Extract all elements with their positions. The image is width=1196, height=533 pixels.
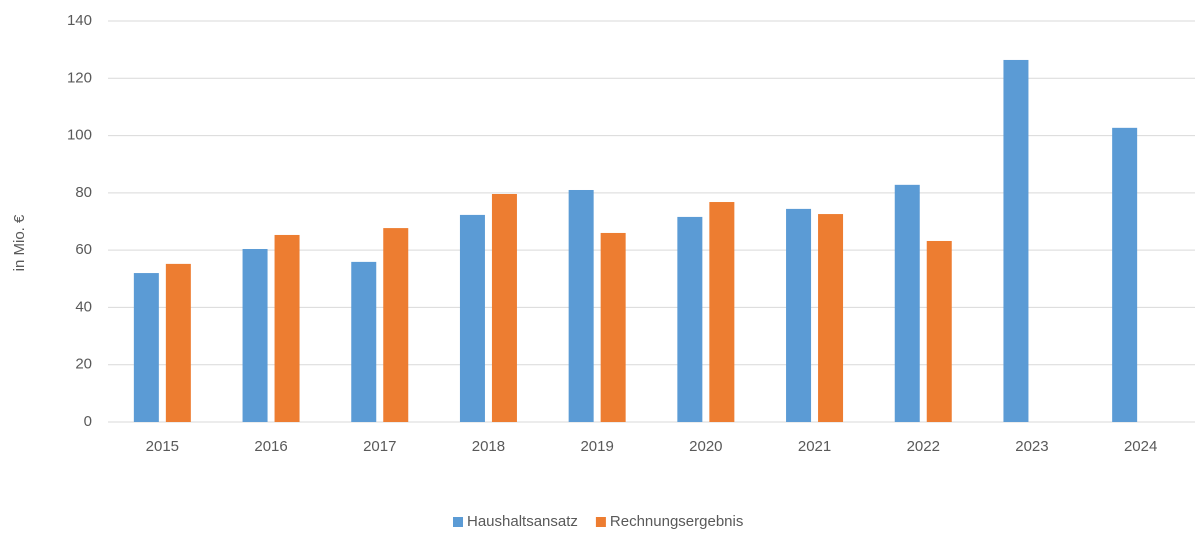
bar (600, 232, 626, 422)
bar (818, 214, 844, 422)
y-axis-label: in Mio. € (11, 214, 28, 271)
y-tick-label: 100 (67, 127, 92, 144)
legend-swatch (595, 517, 606, 527)
x-tick-label: 2021 (798, 438, 831, 455)
y-tick-label: 40 (75, 298, 92, 315)
bar (926, 240, 952, 422)
bar (1003, 59, 1029, 422)
legend-label: Haushaltsansatz (467, 513, 578, 530)
bar (383, 228, 409, 422)
x-tick-label: 2020 (689, 438, 722, 455)
x-tick-label: 2018 (472, 438, 505, 455)
bar (351, 261, 377, 422)
bar (1112, 127, 1138, 422)
bar (677, 216, 703, 422)
bar (165, 263, 191, 422)
bar (709, 202, 735, 422)
x-tick-label: 2016 (254, 438, 287, 455)
y-tick-label: 60 (75, 241, 92, 258)
x-tick-label: 2022 (907, 438, 940, 455)
bar (894, 184, 920, 422)
x-tick-label: 2017 (363, 438, 396, 455)
bar (274, 234, 300, 422)
y-tick-label: 80 (75, 184, 92, 201)
bar (786, 208, 812, 422)
legend-swatch (453, 517, 463, 527)
bar (133, 273, 159, 422)
bar (242, 248, 268, 422)
y-tick-label: 140 (67, 12, 92, 29)
x-tick-label: 2015 (146, 438, 179, 455)
x-tick-label: 2024 (1124, 438, 1157, 455)
y-tick-label: 0 (84, 413, 92, 430)
x-tick-label: 2023 (1015, 438, 1048, 455)
bar (568, 189, 594, 422)
legend-label: Rechnungsergebnis (610, 513, 743, 530)
y-tick-label: 120 (67, 69, 92, 86)
bar (491, 194, 517, 422)
y-tick-label: 20 (75, 356, 92, 373)
x-tick-label: 2019 (580, 438, 613, 455)
bar (459, 214, 485, 422)
